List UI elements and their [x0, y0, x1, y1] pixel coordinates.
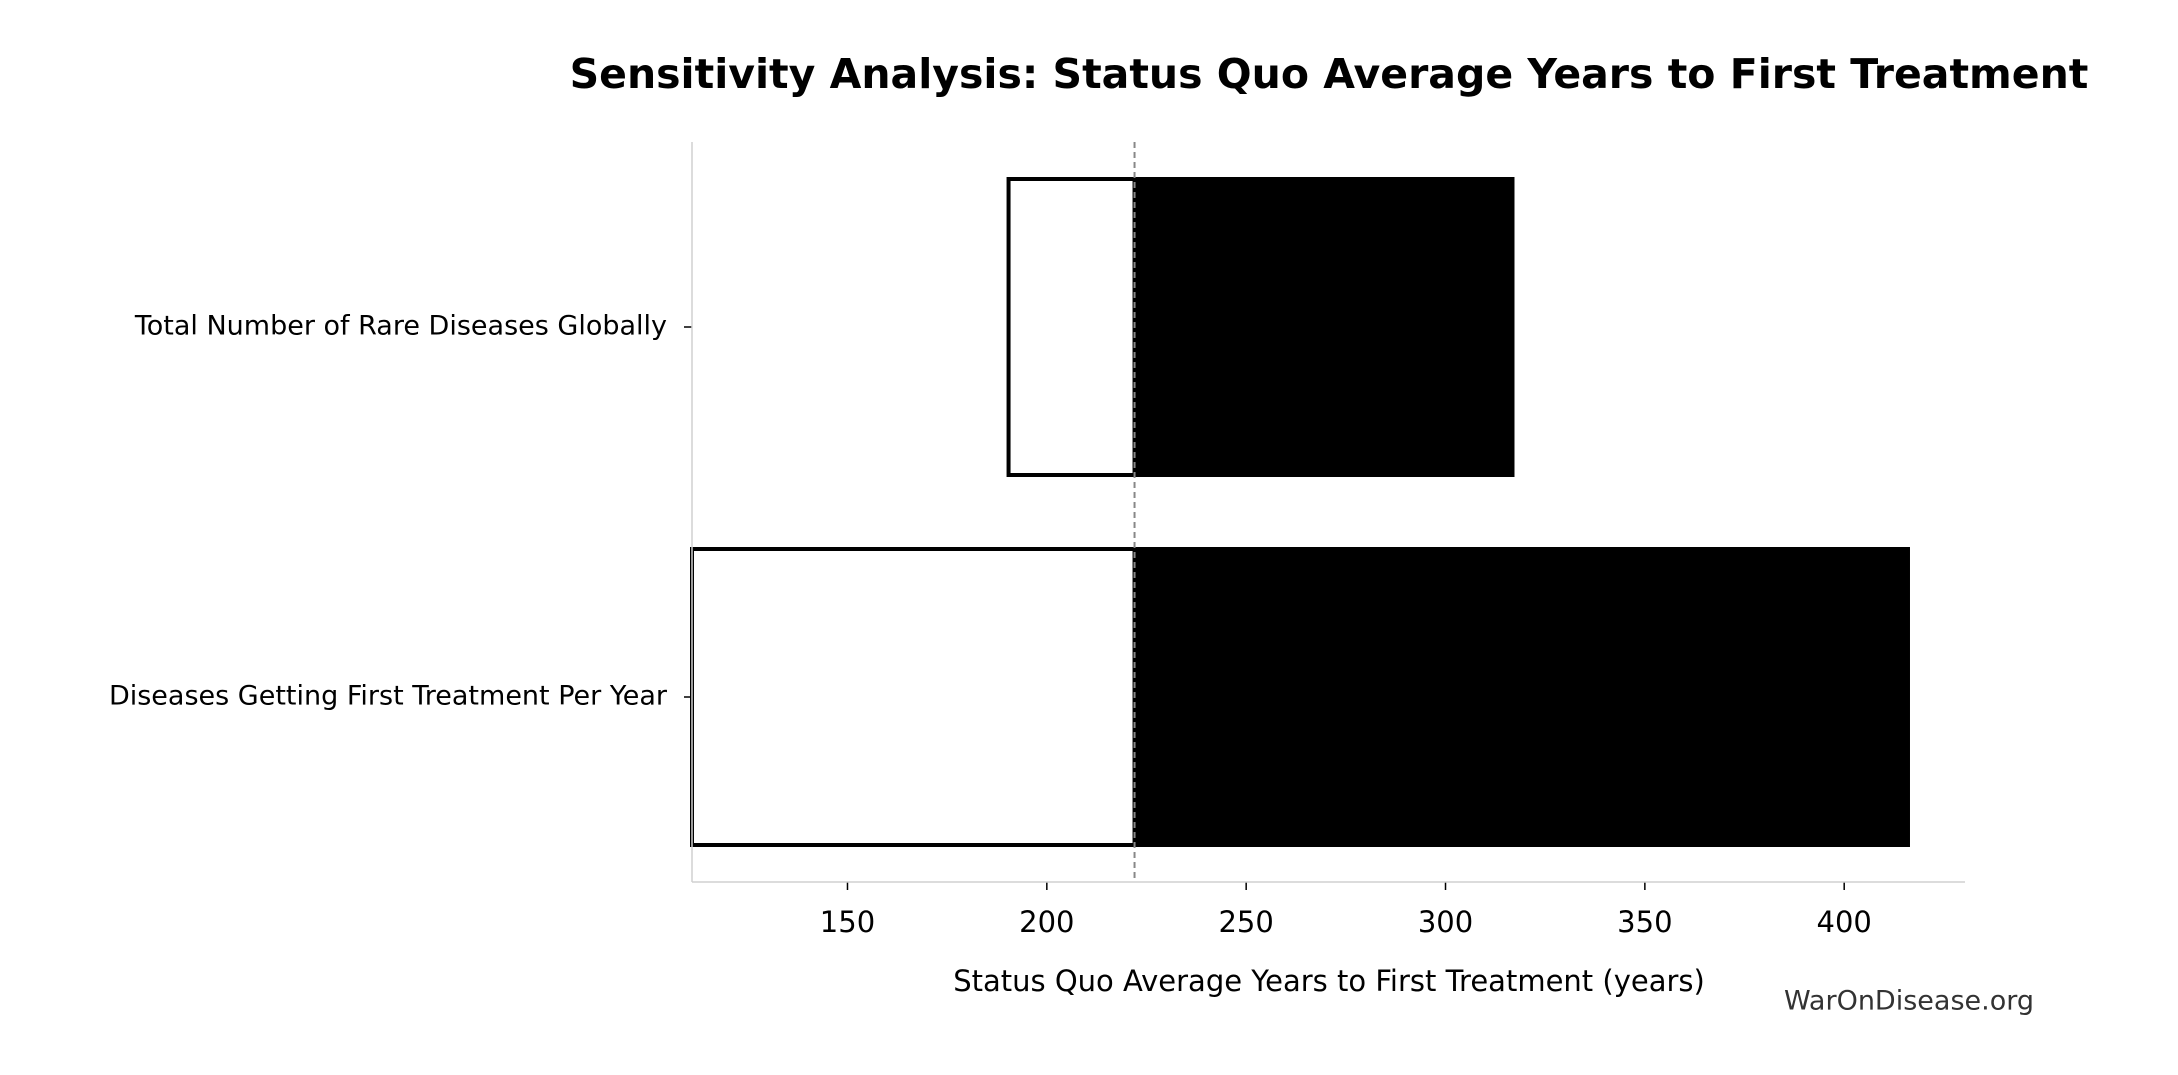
y-tick-label: Diseases Getting First Treatment Per Yea… — [109, 681, 668, 712]
low-bar — [1006, 177, 1137, 477]
chart-title: Sensitivity Analysis: Status Quo Average… — [570, 50, 2089, 98]
x-tick-label: 200 — [1019, 905, 1074, 939]
x-tick-label: 400 — [1817, 905, 1872, 939]
high-bar — [1132, 177, 1515, 477]
x-tick-label: 350 — [1617, 905, 1672, 939]
y-tick-label: Total Number of Rare Diseases Globally — [134, 311, 667, 342]
x-tick-label: 250 — [1218, 905, 1273, 939]
watermark: WarOnDisease.org — [1784, 986, 2034, 1017]
x-tick-label: 300 — [1418, 905, 1473, 939]
x-tick-label: 150 — [820, 905, 875, 939]
high-bar — [1132, 547, 1910, 847]
low-bar — [690, 547, 1137, 847]
x-axis-label: Status Quo Average Years to First Treatm… — [953, 964, 1705, 998]
